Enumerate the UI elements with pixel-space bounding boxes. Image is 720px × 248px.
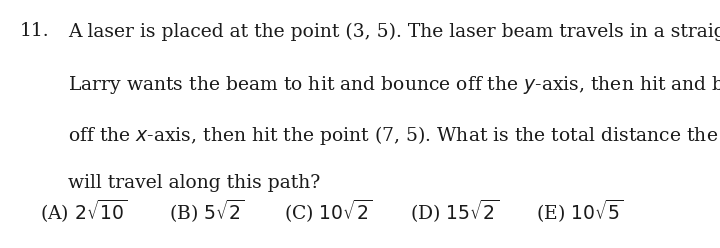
Text: (C) $10\sqrt{2}$: (C) $10\sqrt{2}$ <box>284 197 373 224</box>
Text: (D) $15\sqrt{2}$: (D) $15\sqrt{2}$ <box>410 197 500 224</box>
Text: (A) $2\sqrt{10}$: (A) $2\sqrt{10}$ <box>40 197 127 224</box>
Text: A laser is placed at the point (3, 5). The laser beam travels in a straight line: A laser is placed at the point (3, 5). T… <box>68 22 720 41</box>
Text: will travel along this path?: will travel along this path? <box>68 174 320 192</box>
Text: Larry wants the beam to hit and bounce off the $\mathit{y}$-axis, then hit and b: Larry wants the beam to hit and bounce o… <box>68 74 720 96</box>
Text: (E) $10\sqrt{5}$: (E) $10\sqrt{5}$ <box>536 197 624 224</box>
Text: (B) $5\sqrt{2}$: (B) $5\sqrt{2}$ <box>169 197 245 224</box>
Text: off the $\mathit{x}$-axis, then hit the point (7, 5). What is the total distance: off the $\mathit{x}$-axis, then hit the … <box>68 124 720 147</box>
Text: 11.: 11. <box>20 22 50 40</box>
